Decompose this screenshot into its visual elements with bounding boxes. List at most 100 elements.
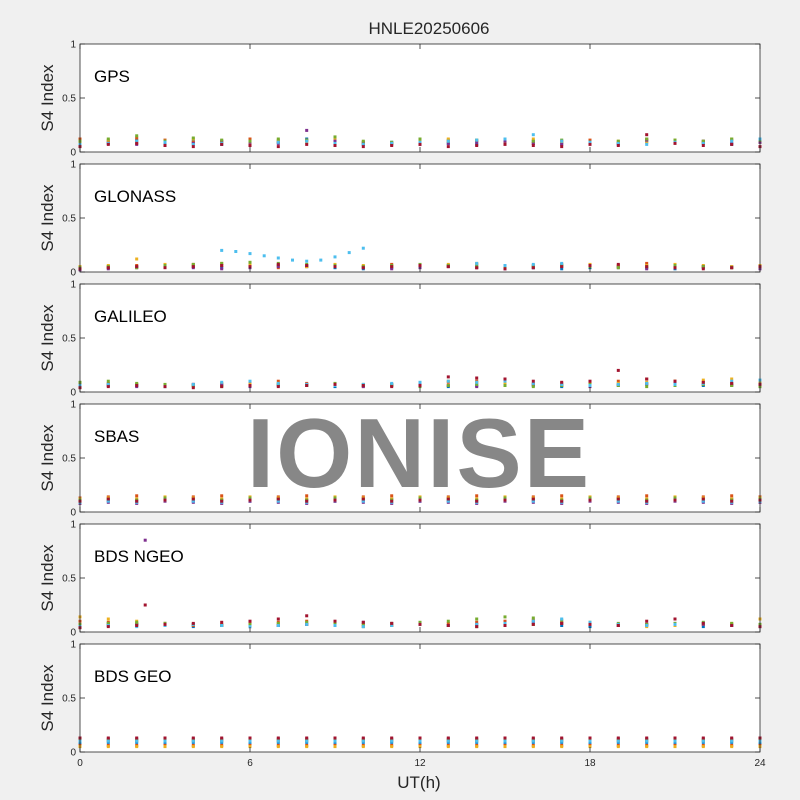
data-point xyxy=(361,739,365,743)
data-point xyxy=(163,745,167,749)
data-point xyxy=(701,267,705,271)
data-point xyxy=(616,379,620,383)
panel-gps: 0 0.5 1 S4 Index GPS xyxy=(38,40,762,159)
data-point xyxy=(305,264,309,267)
data-point xyxy=(305,494,309,498)
data-point xyxy=(248,139,252,143)
data-point xyxy=(503,745,507,749)
data-point xyxy=(588,384,592,387)
data-point xyxy=(531,133,535,137)
data-point xyxy=(220,138,224,142)
data-point xyxy=(418,745,422,749)
data-point xyxy=(531,736,535,740)
data-point xyxy=(446,624,450,627)
data-point xyxy=(475,745,479,749)
data-point xyxy=(730,745,734,749)
data-point xyxy=(673,622,677,626)
data-point xyxy=(248,625,252,629)
data-point xyxy=(191,136,195,140)
data-point xyxy=(418,264,422,267)
data-point xyxy=(701,139,705,143)
data-point xyxy=(135,265,139,269)
data-point xyxy=(673,498,677,502)
y-tick-label: 1 xyxy=(70,640,76,651)
data-point xyxy=(305,620,309,624)
data-point xyxy=(361,142,365,146)
y-axis-label: S4 Index xyxy=(38,664,57,732)
data-point xyxy=(248,262,252,266)
data-point xyxy=(475,385,479,389)
data-point xyxy=(588,745,592,749)
data-point xyxy=(531,385,535,389)
data-point xyxy=(645,267,649,271)
data-point xyxy=(645,381,649,385)
data-point xyxy=(588,140,592,144)
data-point xyxy=(503,381,507,385)
data-point xyxy=(616,736,620,740)
data-point xyxy=(220,261,224,265)
data-point xyxy=(673,266,677,270)
data-point xyxy=(418,620,422,624)
data-point xyxy=(106,379,110,383)
data-point xyxy=(531,137,535,141)
data-point xyxy=(730,266,734,270)
data-point xyxy=(701,141,705,145)
y-axis-label: S4 Index xyxy=(38,184,57,252)
data-point xyxy=(163,385,167,389)
data-point xyxy=(276,256,280,260)
data-point xyxy=(106,266,110,270)
panel-glonass: 0 0.5 1 S4 Index GLONASS xyxy=(38,160,762,279)
data-point xyxy=(673,379,677,383)
data-point xyxy=(248,144,252,147)
data-point xyxy=(106,625,110,629)
data-point xyxy=(333,135,337,139)
data-point xyxy=(361,384,365,387)
data-point xyxy=(361,139,365,143)
data-point xyxy=(135,136,139,140)
data-point xyxy=(475,376,479,380)
data-point xyxy=(701,745,705,749)
data-point xyxy=(503,264,507,267)
data-point xyxy=(248,619,252,623)
data-point xyxy=(503,736,507,740)
y-tick-label: 0.5 xyxy=(62,574,76,585)
data-point xyxy=(475,138,479,142)
y-tick-label: 0 xyxy=(70,508,76,519)
data-point xyxy=(163,622,167,626)
data-point xyxy=(560,621,564,625)
data-point xyxy=(475,261,479,265)
y-tick-label: 0 xyxy=(70,148,76,159)
data-point xyxy=(248,384,252,387)
data-point xyxy=(163,498,167,502)
data-point xyxy=(645,624,649,627)
data-point xyxy=(673,739,677,743)
data-point xyxy=(730,736,734,740)
data-point xyxy=(390,739,394,743)
data-point xyxy=(446,619,450,623)
data-point xyxy=(503,267,507,271)
data-point xyxy=(418,142,422,146)
data-point xyxy=(531,619,535,623)
data-point xyxy=(560,494,564,498)
data-point xyxy=(475,144,479,147)
data-point xyxy=(135,745,139,749)
series-7 xyxy=(78,497,762,503)
data-point xyxy=(319,258,323,262)
data-point xyxy=(475,382,479,386)
data-point xyxy=(248,137,252,141)
data-point xyxy=(333,739,337,743)
data-point xyxy=(191,142,195,146)
y-tick-label: 0.5 xyxy=(62,694,76,705)
data-point xyxy=(588,379,592,383)
data-point xyxy=(106,621,110,625)
y-axis-label: S4 Index xyxy=(38,64,57,132)
data-point xyxy=(588,264,592,267)
data-point xyxy=(701,739,705,743)
data-point xyxy=(645,261,649,265)
data-point xyxy=(560,145,564,149)
data-point xyxy=(305,128,309,132)
data-point xyxy=(347,251,351,255)
data-point xyxy=(262,254,266,258)
data-point xyxy=(220,248,224,252)
plot-area xyxy=(80,44,760,152)
